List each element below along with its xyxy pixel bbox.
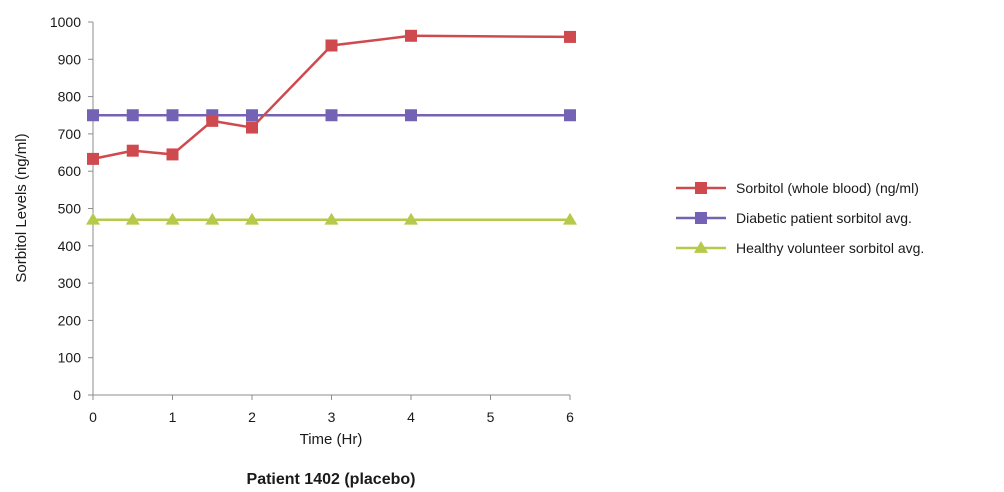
x-ticks: 0 1 2 3 4 5 6 xyxy=(89,395,574,425)
legend-marker xyxy=(695,182,707,194)
x-tick-label: 6 xyxy=(566,409,574,425)
y-tick-label: 900 xyxy=(58,51,82,67)
x-tick-label: 5 xyxy=(487,409,495,425)
y-tick-label: 600 xyxy=(58,163,82,179)
legend: Sorbitol (whole blood) (ng/ml) Diabetic p… xyxy=(676,180,924,256)
y-tick-label: 700 xyxy=(58,126,82,142)
y-tick-label: 300 xyxy=(58,275,82,291)
data-point xyxy=(86,212,100,225)
series-3 xyxy=(86,212,577,225)
data-point xyxy=(325,109,338,122)
series-1 xyxy=(87,29,576,165)
y-tick-label: 400 xyxy=(58,238,82,254)
data-point xyxy=(126,109,139,122)
data-point xyxy=(564,30,576,43)
y-tick-label: 800 xyxy=(58,89,82,105)
data-point xyxy=(245,212,259,225)
data-point xyxy=(246,109,258,122)
data-point xyxy=(87,109,99,122)
data-point xyxy=(166,109,179,122)
data-point xyxy=(165,212,180,225)
legend-item: Sorbitol (whole blood) (ng/ml) xyxy=(676,180,919,196)
y-axis-title: Sorbitol Levels (ng/ml) xyxy=(13,133,30,282)
chart-title: Patient 1402 (placebo) xyxy=(247,471,416,488)
data-point xyxy=(563,212,577,225)
data-point xyxy=(206,114,219,127)
series-line xyxy=(92,34,571,161)
y-tick-label: 1000 xyxy=(50,14,81,30)
data-point xyxy=(405,29,417,42)
x-tick-label: 3 xyxy=(328,409,336,425)
legend-label: Diabetic patient sorbitol avg. xyxy=(736,210,912,226)
data-point xyxy=(325,39,338,52)
y-tick-label: 200 xyxy=(58,312,82,328)
data-point xyxy=(166,148,179,161)
axes xyxy=(92,22,570,396)
x-axis-title: Time (Hr) xyxy=(300,431,363,448)
legend-label: Sorbitol (whole blood) (ng/ml) xyxy=(736,180,919,196)
y-ticks: 0 100 200 300 400 500 600 700 800 900 1000 xyxy=(50,14,93,403)
legend-item: Healthy volunteer sorbitol avg. xyxy=(676,240,924,256)
legend-item: Diabetic patient sorbitol avg. xyxy=(676,210,912,226)
data-point xyxy=(564,109,576,122)
legend-marker xyxy=(695,212,707,224)
x-tick-label: 4 xyxy=(407,409,415,425)
legend-label: Healthy volunteer sorbitol avg. xyxy=(736,240,924,256)
data-point xyxy=(125,212,140,225)
x-tick-label: 0 xyxy=(89,409,97,425)
series-2 xyxy=(87,109,576,122)
legend-marker xyxy=(694,241,708,253)
data-point xyxy=(404,212,418,225)
data-point xyxy=(405,109,417,122)
data-point xyxy=(324,212,339,225)
data-point xyxy=(126,144,139,157)
data-point xyxy=(246,121,258,134)
x-tick-label: 1 xyxy=(169,409,177,425)
y-tick-label: 500 xyxy=(58,201,82,217)
data-point xyxy=(87,152,99,165)
y-tick-label: 0 xyxy=(73,387,81,403)
data-point xyxy=(205,212,220,225)
series-layer xyxy=(86,29,577,225)
y-tick-label: 100 xyxy=(58,350,82,366)
x-tick-label: 2 xyxy=(248,409,256,425)
